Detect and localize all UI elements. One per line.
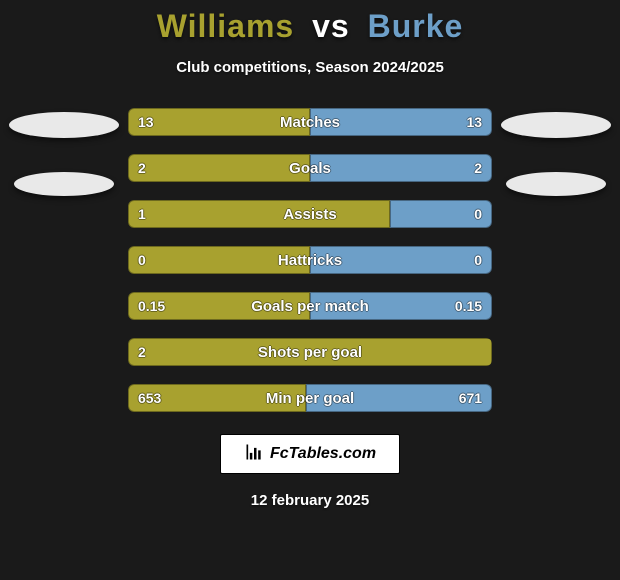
comparison-title: Williams vs Burke — [0, 0, 620, 45]
chart-icon — [244, 442, 264, 467]
stat-row: 653671Min per goal — [128, 384, 492, 412]
player1-name: Williams — [157, 8, 295, 44]
stat-bars: 1313Matches 22Goals 10Assists 00Hattricks 0.… — [128, 108, 492, 412]
stat-bar-right — [310, 108, 492, 136]
stat-bar-right — [390, 200, 492, 228]
stat-row: 1313Matches — [128, 108, 492, 136]
stat-bar-left — [128, 200, 390, 228]
player1-ellipse-1 — [9, 112, 119, 138]
left-side — [0, 108, 128, 216]
subtitle: Club competitions, Season 2024/2025 — [0, 59, 620, 76]
stat-bar-left — [128, 246, 310, 274]
stat-row: 0.150.15Goals per match — [128, 292, 492, 320]
comparison-content: 1313Matches 22Goals 10Assists 00Hattricks 0.… — [0, 108, 620, 412]
stat-bar-left — [128, 108, 310, 136]
player2-name: Burke — [368, 8, 464, 44]
stat-bar-right — [310, 246, 492, 274]
stat-bar-right — [310, 154, 492, 182]
stat-row: 10Assists — [128, 200, 492, 228]
date-text: 12 february 2025 — [251, 492, 369, 509]
brand-logo: FcTables.com — [220, 434, 400, 474]
vs-text: vs — [312, 8, 350, 44]
brand-text: FcTables.com — [270, 445, 376, 463]
stat-row: 00Hattricks — [128, 246, 492, 274]
stat-bar-left — [128, 384, 306, 412]
right-side — [492, 108, 620, 216]
stat-row: 2Shots per goal — [128, 338, 492, 366]
player1-ellipse-2 — [14, 172, 114, 196]
player2-ellipse-1 — [501, 112, 611, 138]
stat-bar-right — [306, 384, 492, 412]
stat-bar-right — [310, 292, 492, 320]
player2-ellipse-2 — [506, 172, 606, 196]
stat-bar-left — [128, 154, 310, 182]
stat-row: 22Goals — [128, 154, 492, 182]
stat-bar-left — [128, 338, 492, 366]
stat-bar-left — [128, 292, 310, 320]
footer: FcTables.com 12 february 2025 — [0, 434, 620, 509]
